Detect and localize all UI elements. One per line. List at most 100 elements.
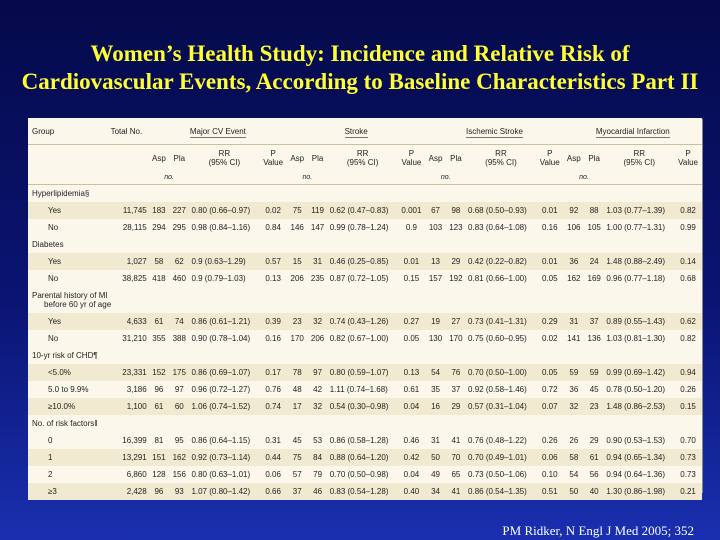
p-value: 0.39 (259, 313, 287, 330)
p-value-label: Value (539, 158, 560, 167)
table-row: 5.0 to 9.9% 3,186 96 97 0.96 (0.72–1.27) 0.76… (28, 381, 702, 398)
rr-label: RR (356, 149, 369, 158)
section-header-ischemic-stroke: Ischemic Stroke (425, 118, 564, 145)
p-value: 0.82 (680, 334, 696, 343)
rr-ci: 0.86 (0.54–1.35) (466, 483, 536, 500)
rr-ci: 0.83 (0.64–1.08) (468, 223, 527, 232)
units-blank (189, 171, 287, 185)
p-value: 0.01 (535, 253, 564, 270)
p-label: P (270, 149, 276, 158)
p-value: 0.07 (535, 398, 564, 415)
asp-count: 92 (563, 202, 585, 219)
total-no: 1,027 (104, 253, 149, 270)
p-value: 0.15 (674, 398, 702, 415)
pla-count: 45 (589, 385, 599, 394)
total-no: 23,331 (104, 364, 149, 381)
p-value: 0.21 (674, 483, 702, 500)
p-value: 0.94 (674, 364, 702, 381)
pla-count: 56 (589, 470, 599, 479)
p-value: 0.26 (541, 436, 558, 445)
p-value: 0.73 (674, 449, 702, 466)
p-label: P (547, 149, 553, 158)
p-header: P Value (259, 145, 287, 172)
section-header-mi: Myocardial Infarction (563, 118, 702, 145)
asp-count: 75 (287, 449, 308, 466)
pla-count: 235 (310, 274, 325, 283)
rr-ci: 0.81 (0.66–1.00) (468, 274, 527, 283)
table-row: 2 6,860 128 156 0.80 (0.63–1.01) 0.06 57 79 0.70… (28, 466, 702, 483)
pla-count: 31 (307, 253, 328, 270)
pla-count: 53 (313, 436, 323, 445)
asp-header: Asp (428, 153, 443, 163)
title-line-2: Cardiovascular Events, According to Base… (21, 69, 699, 94)
rr-ci: 0.70 (0.50–1.00) (466, 364, 536, 381)
p-value: 0.26 (680, 385, 696, 394)
rr-ci: 0.86 (0.58–1.28) (329, 436, 389, 445)
units-blank (104, 171, 149, 185)
rr-ci: 1.03 (0.77–1.39) (604, 202, 675, 219)
p-value: 0.44 (259, 449, 287, 466)
p-value: 0.82 (674, 202, 702, 219)
asp-count: 37 (287, 483, 308, 500)
total-no: 13,291 (104, 449, 149, 466)
asp-header: Asp (152, 153, 166, 163)
asp-count: 130 (428, 334, 443, 343)
p-value: 0.40 (397, 483, 426, 500)
asp-count: 418 (152, 274, 166, 283)
rr-ci: 1.11 (0.74–1.68) (329, 385, 388, 394)
pla-count: 105 (587, 223, 601, 232)
ci-label: (95% CI) (623, 158, 656, 167)
units-no: no. (425, 171, 467, 185)
pla-header: Pla (588, 153, 600, 163)
rr-ci: 0.62 (0.47–0.83) (327, 202, 398, 219)
total-no: 38,825 (122, 274, 147, 283)
asp-count: 81 (154, 436, 164, 445)
rr-ci: 0.75 (0.60–0.95) (468, 334, 527, 343)
group-label: Diabetes (32, 240, 64, 249)
pla-count: 70 (445, 449, 467, 466)
pla-count: 79 (313, 470, 323, 479)
pla-count: 37 (584, 313, 605, 330)
rr-ci: 1.07 (0.80–1.42) (189, 483, 260, 500)
pla-count: 41 (451, 436, 461, 445)
pla-count: 42 (313, 385, 323, 394)
rr-ci: 0.96 (0.77–1.18) (606, 274, 666, 283)
asp-count: 61 (148, 313, 170, 330)
pla-count: 46 (307, 483, 328, 500)
asp-count: 170 (290, 334, 304, 343)
row-label: 0 (48, 436, 53, 445)
pla-count: 460 (172, 274, 186, 283)
asp-count: 96 (148, 483, 170, 500)
row-label: ≥10.0% (28, 398, 105, 415)
rr-ci: 0.80 (0.59–1.07) (327, 364, 398, 381)
p-value: 0.06 (535, 449, 564, 466)
rr-ci: 0.73 (0.50–1.06) (468, 470, 527, 479)
p-value: 0.13 (265, 274, 281, 283)
total-no: 1,100 (104, 398, 149, 415)
p-value: 0.01 (397, 253, 426, 270)
p-value: 0.04 (397, 398, 426, 415)
units-blank (327, 171, 426, 185)
total-no: 3,186 (126, 385, 147, 394)
asp-count: 54 (425, 364, 446, 381)
group-row: 10-yr risk of CHD¶ (28, 347, 702, 364)
row-label: 1 (28, 449, 105, 466)
rr-ci: 0.94 (0.64–1.36) (606, 470, 666, 479)
rr-header: RR (95% CI) (189, 145, 259, 172)
asp-count: 162 (567, 274, 581, 283)
rr-ci: 0.42 (0.22–0.82) (466, 253, 536, 270)
asp-count: 96 (154, 385, 164, 394)
pla-count: 61 (584, 449, 605, 466)
pla-count: 97 (307, 364, 328, 381)
p-value-label: Value (678, 158, 699, 167)
pla-count: 88 (584, 202, 605, 219)
pla-count: 27 (445, 313, 467, 330)
asp-count: 16 (425, 398, 446, 415)
pla-header: Pla (311, 153, 324, 163)
asp-count: 45 (292, 436, 302, 445)
pla-count: 74 (169, 313, 190, 330)
p-value: 0.06 (265, 470, 281, 479)
row-label: Yes (28, 253, 105, 270)
rr-ci: 0.98 (0.84–1.16) (191, 223, 251, 232)
asp-header: Asp (290, 153, 305, 163)
